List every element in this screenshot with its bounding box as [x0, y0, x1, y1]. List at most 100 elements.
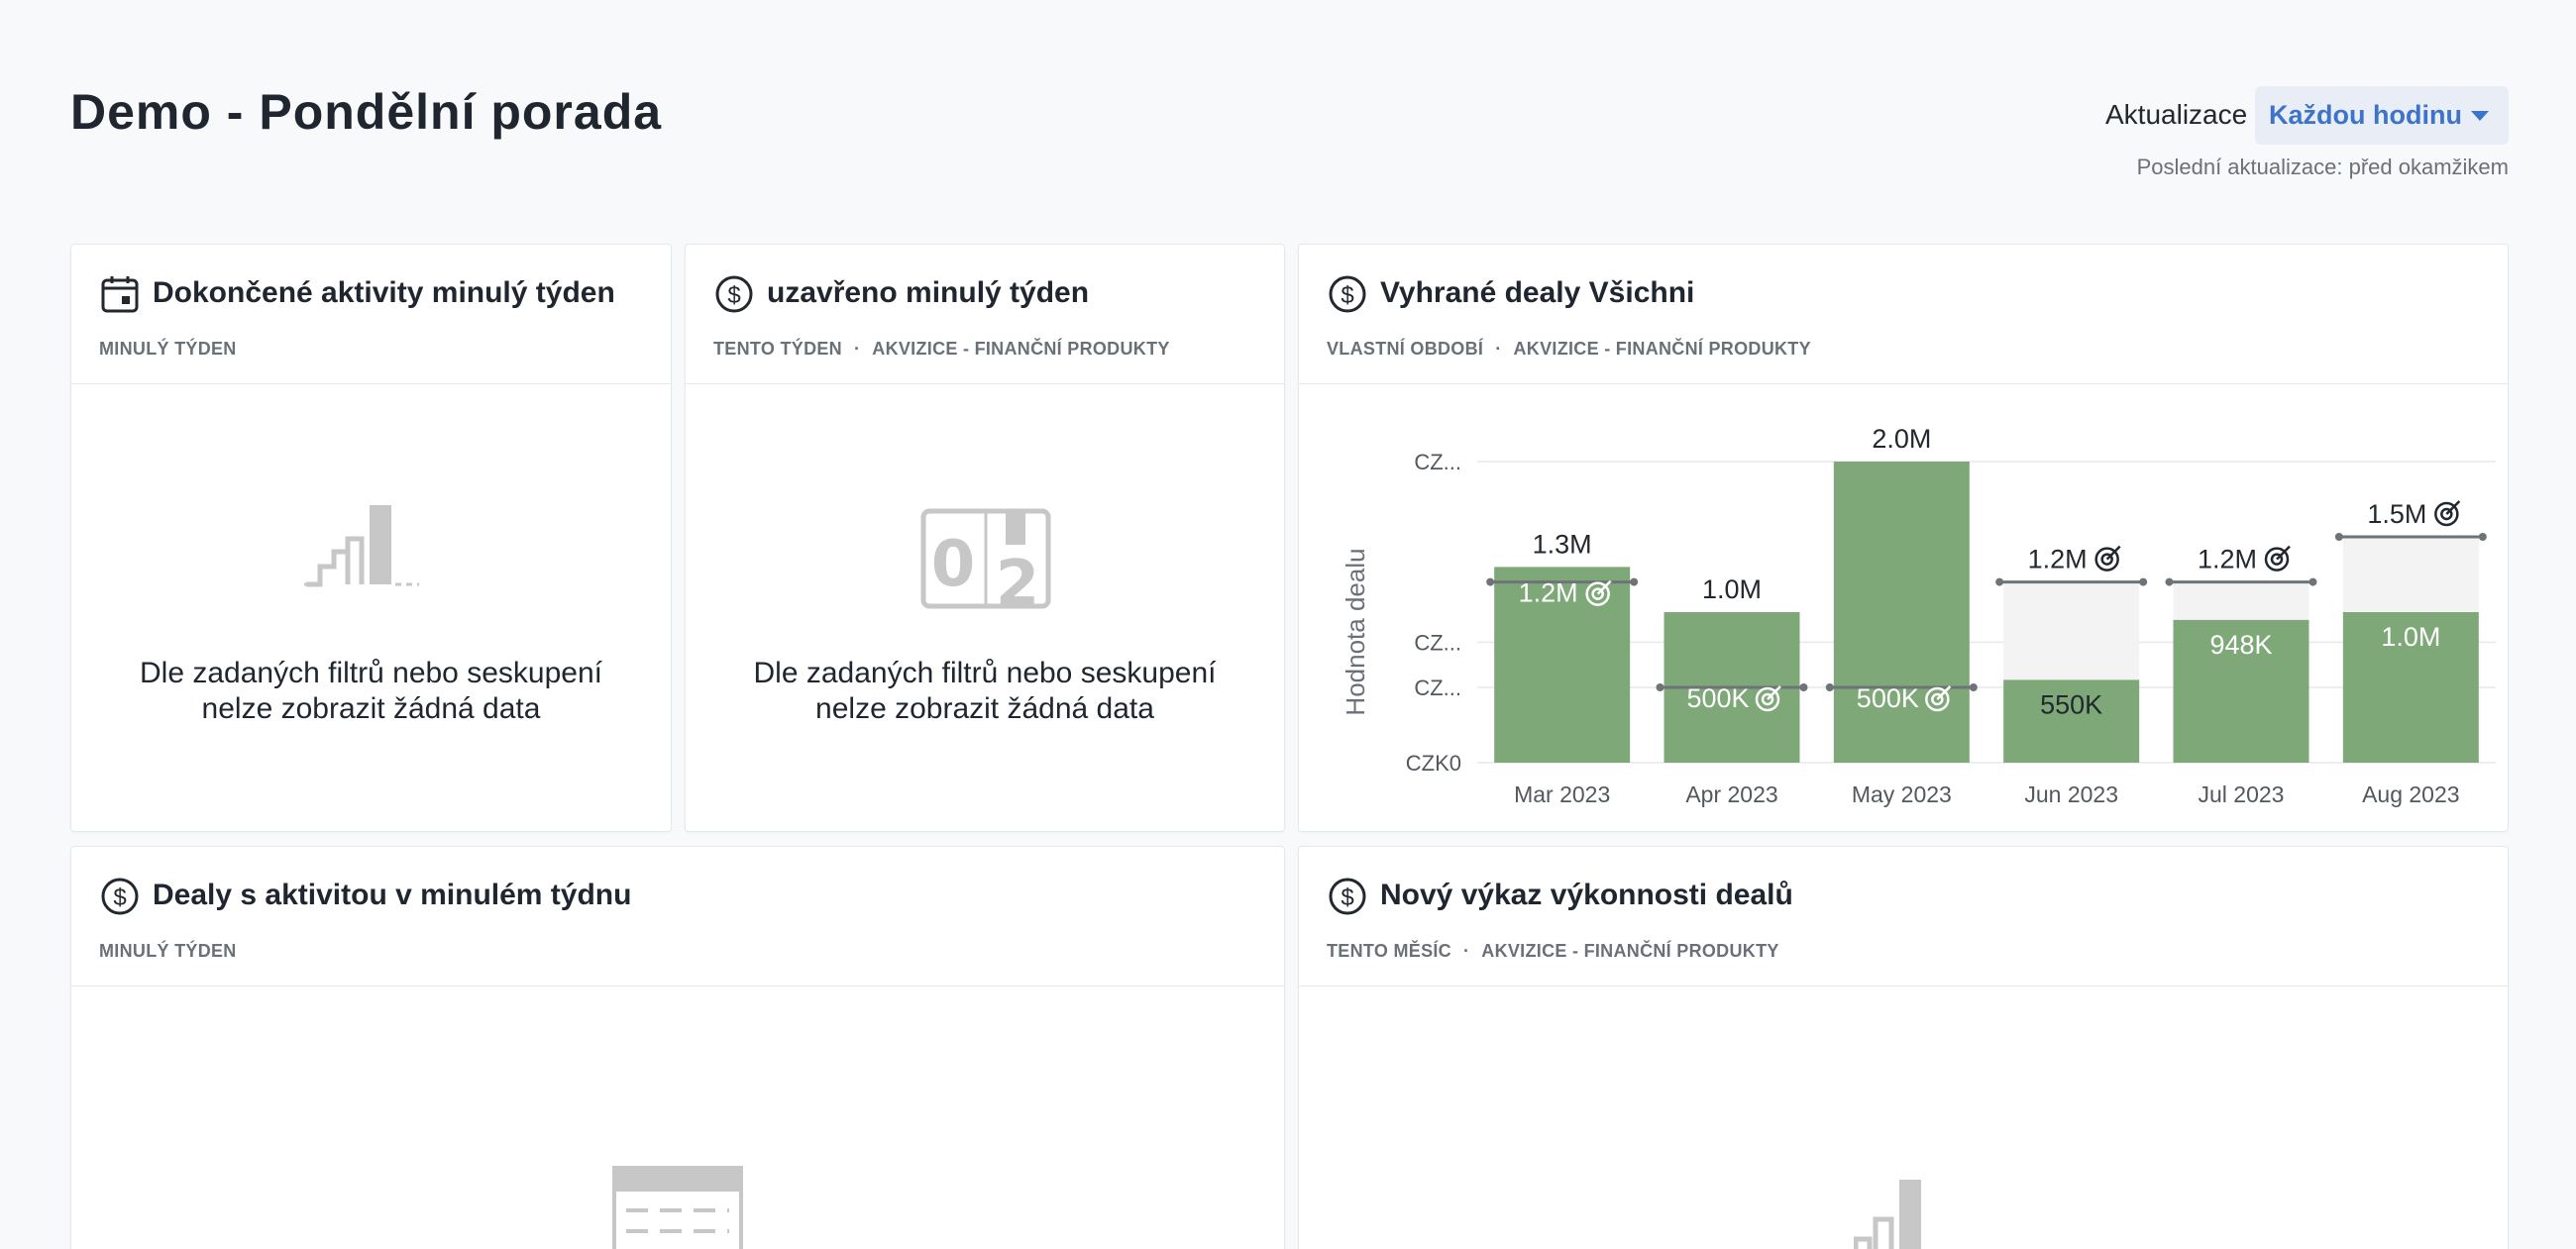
dollar-icon: $: [1329, 878, 1366, 915]
goal-line-end: [1630, 577, 1639, 586]
y-axis-label: Hodnota dealu: [1341, 548, 1370, 715]
bar: [1833, 462, 1970, 763]
target-icon: [1755, 686, 1780, 712]
goal-line-end: [1995, 577, 2004, 586]
dollar-icon: $: [1329, 275, 1366, 313]
widget-deal-performance[interactable]: $ Nový výkaz výkonnosti dealů TENTO MĚSÍ…: [1298, 846, 2509, 1249]
goal-line-end: [1825, 683, 1834, 691]
svg-text:2: 2: [996, 548, 1040, 609]
bar: [2342, 612, 2479, 763]
refresh-interval-dropdown[interactable]: Každou hodinu: [2255, 86, 2509, 145]
goal-label: 1.5M: [2367, 499, 2426, 529]
widget-won-deals[interactable]: $ Vyhrané dealy Všichni VLASTNÍ OBDOBÍ · A…: [1298, 244, 2509, 832]
y-tick-label: CZ...: [1414, 630, 1461, 655]
value-label: 550K: [2040, 689, 2102, 719]
goal-line-end: [1969, 683, 1978, 691]
scorecard-placeholder-icon: 0 2: [920, 508, 1051, 609]
filter-period: TENTO MĚSÍC: [1327, 941, 1451, 961]
chevron-down-icon: [2471, 111, 2489, 121]
widget-subtitle: TENTO TÝDEN · AKVIZICE - FINANČNÍ PRODUKTY: [713, 339, 1170, 359]
widget-header: $ Vyhrané dealy Všichni VLASTNÍ OBDOBÍ · A…: [1299, 245, 2508, 384]
widget-title: Dealy s aktivitou v minulém týdnu: [153, 879, 632, 911]
filter-period: TENTO TÝDEN: [713, 339, 842, 359]
goal-line-end: [1486, 577, 1495, 586]
target-icon: [1585, 581, 1610, 606]
dollar-icon: $: [715, 275, 753, 313]
goal-line-end: [1656, 683, 1664, 691]
goal-label: 1.2M: [2198, 545, 2257, 574]
widget-header: $ Nový výkaz výkonnosti dealů TENTO MĚSÍ…: [1299, 847, 2508, 987]
won-deals-bar-chart[interactable]: CZK0 CZ... CZ... CZ... Hodnota dealu 1.2M 1.3M…: [1299, 245, 2510, 833]
widget-closed-last-week[interactable]: $ uzavřeno minulý týden TENTO TÝDEN · AKVI…: [685, 244, 1285, 832]
filter-pipeline: AKVIZICE - FINANČNÍ PRODUKTY: [1481, 941, 1779, 961]
widget-header: $ uzavřeno minulý týden TENTO TÝDEN · AKVI…: [686, 245, 1284, 384]
target-icon: [2434, 501, 2459, 527]
goal-label: 500K: [1857, 683, 1919, 713]
goal-line-end: [2139, 577, 2148, 586]
calendar-icon: [101, 276, 139, 313]
x-tick-label: Apr 2023: [1685, 781, 1777, 807]
empty-state-message: Dle zadaných filtrů nebo seskupení nelze…: [753, 657, 1217, 725]
svg-text:$: $: [1341, 282, 1353, 309]
bar: [2003, 679, 2140, 763]
x-tick-label: May 2023: [1852, 781, 1952, 807]
goal-line-end: [2165, 577, 2174, 586]
goal-label: 500K: [1686, 683, 1749, 713]
value-label: 1.0M: [2381, 622, 2440, 652]
svg-text:$: $: [727, 282, 740, 309]
y-tick-label: CZK0: [1406, 751, 1461, 776]
goal-gap-area: [2173, 581, 2309, 620]
bar: [2173, 619, 2309, 763]
target-icon: [1925, 686, 1950, 712]
dollar-icon: $: [101, 878, 139, 915]
x-tick-label: Mar 2023: [1514, 781, 1610, 807]
svg-text:$: $: [1341, 885, 1353, 911]
widget-deals-with-activity[interactable]: $ Dealy s aktivitou v minulém týdnu MINU…: [70, 846, 1285, 1249]
bar-chart-placeholder-icon: [1854, 1180, 1921, 1249]
filter-period: MINULÝ TÝDEN: [99, 941, 237, 961]
x-tick-label: Jun 2023: [2024, 781, 2118, 807]
widget-subtitle: MINULÝ TÝDEN: [99, 339, 237, 360]
target-icon: [2270, 553, 2284, 566]
target-icon: [2105, 545, 2121, 561]
filter-period: VLASTNÍ OBDOBÍ: [1327, 339, 1484, 359]
bar-chart-placeholder-icon: [304, 505, 419, 587]
refresh-label: Aktualizace: [2105, 99, 2248, 130]
page-title: Demo - Pondělní porada: [70, 84, 663, 140]
widget-header: $ Dealy s aktivitou v minulém týdnu MINU…: [71, 847, 1284, 987]
empty-state-message: Dle zadaných filtrů nebo seskupení nelze…: [140, 657, 602, 725]
value-label: 2.0M: [1872, 424, 1931, 454]
target-icon: [1936, 685, 1952, 700]
refresh-interval-value: Každou hodinu: [2269, 100, 2462, 130]
goal-line-end: [1799, 683, 1808, 691]
y-tick-label: CZ...: [1414, 450, 1461, 474]
value-label: 948K: [2209, 630, 2272, 660]
svg-text:$: $: [113, 885, 126, 911]
widget-subtitle: VLASTNÍ OBDOBÍ · AKVIZICE - FINANČNÍ PRODU…: [1327, 339, 1811, 359]
target-icon: [2445, 500, 2461, 515]
widget-title: uzavřeno minulý týden: [767, 276, 1090, 309]
target-icon: [1761, 692, 1774, 706]
widget-title: Dokončené aktivity minulý týden: [153, 276, 615, 309]
goal-line-end: [2334, 533, 2343, 541]
goal-line-end: [2308, 577, 2317, 586]
target-icon: [1767, 685, 1781, 700]
goal-line-end: [2478, 533, 2487, 541]
table-placeholder-icon: [612, 1166, 743, 1249]
target-icon: [2100, 553, 2113, 566]
value-label: 1.3M: [1533, 529, 1592, 559]
widget-header: Dokončené aktivity minulý týden MINULÝ T…: [71, 245, 671, 384]
y-tick-label: CZ...: [1414, 676, 1461, 700]
widget-completed-activities[interactable]: Dokončené aktivity minulý týden MINULÝ T…: [70, 244, 672, 832]
filter-period: MINULÝ TÝDEN: [99, 339, 237, 359]
last-update-text: Poslední aktualizace: před okamžikem: [2136, 155, 2509, 179]
svg-text:0: 0: [931, 528, 976, 601]
target-icon: [2264, 547, 2290, 572]
goal-label: 1.2M: [2028, 545, 2088, 574]
goal-gap-area: [2003, 581, 2140, 680]
target-icon: [1931, 692, 1944, 706]
target-icon: [1591, 587, 1604, 600]
value-label: 1.0M: [1702, 574, 1762, 604]
x-tick-label: Aug 2023: [2362, 781, 2459, 807]
widget-subtitle: TENTO MĚSÍC · AKVIZICE - FINANČNÍ PRODUKTY: [1327, 941, 1779, 961]
